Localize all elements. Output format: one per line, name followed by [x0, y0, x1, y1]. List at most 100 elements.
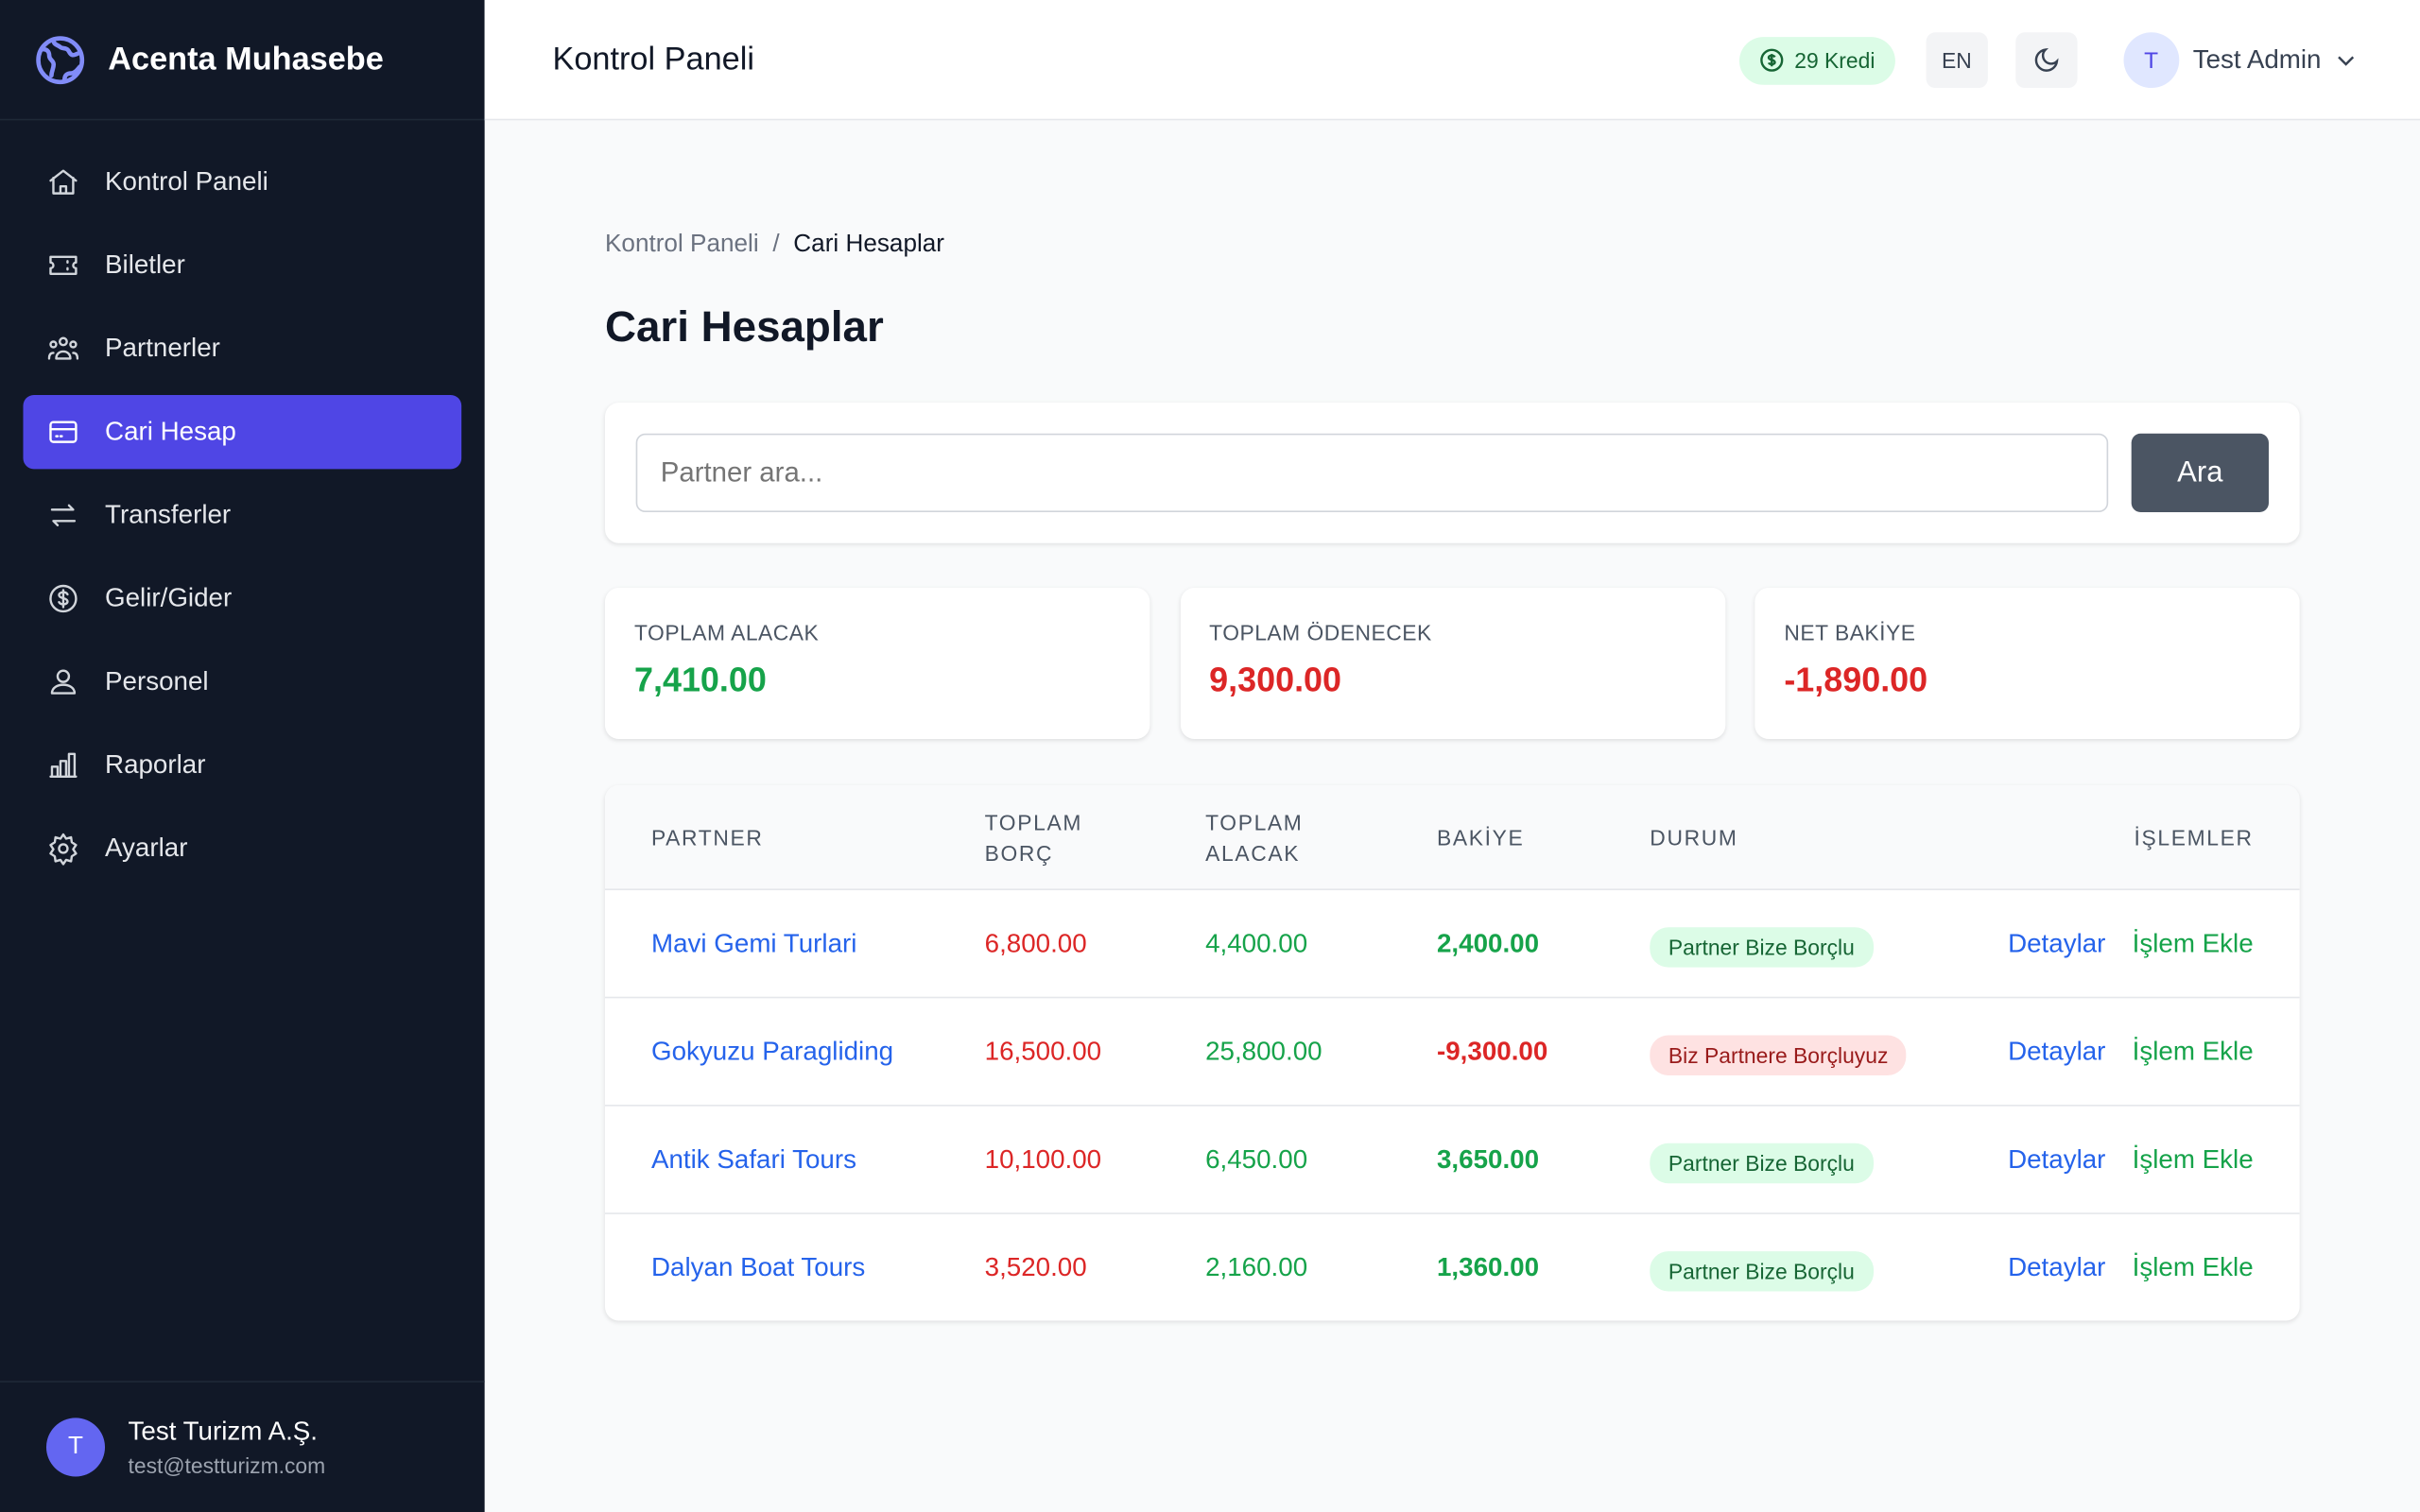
user-icon — [50, 669, 77, 695]
sidebar-item-label: Ayarlar — [105, 833, 188, 863]
credit-badge[interactable]: 29 Kredi — [1738, 36, 1895, 84]
search-card: Ara — [604, 403, 2300, 543]
globe-icon — [36, 35, 85, 84]
total-receivable: 25,800.00 — [1205, 1036, 1322, 1066]
sidebar-item-personel[interactable]: Personel — [23, 644, 461, 718]
sidebar-item-label: Biletler — [105, 249, 185, 280]
sidebar-item-label: Gelir/Gider — [105, 583, 233, 613]
add-transaction-link[interactable]: İşlem Ekle — [2132, 928, 2254, 958]
sidebar-user[interactable]: T Test Turizm A.Ş. test@testturizm.com — [0, 1381, 485, 1512]
breadcrumb-current: Cari Hesaplar — [793, 231, 945, 258]
col-balance: BAKİYE — [1436, 824, 1525, 850]
chevron-down-icon — [2338, 56, 2355, 66]
partner-search-input[interactable] — [635, 433, 2109, 513]
sidebar-item-label: Transferler — [105, 499, 232, 529]
stat-card: TOPLAM ÖDENECEK 9,300.00 — [1180, 588, 1725, 740]
credit-count: 29 Kredi — [1794, 47, 1876, 73]
sidebar-item-gelir-gider[interactable]: Gelir/Gider — [23, 561, 461, 635]
partner-link[interactable]: Antik Safari Tours — [650, 1143, 856, 1174]
sidebar-item-label: Kontrol Paneli — [105, 166, 268, 197]
stat-card: NET BAKİYE -1,890.00 — [1754, 588, 2300, 740]
app-name: Acenta Muhasebe — [108, 41, 384, 77]
language-button[interactable]: EN — [1926, 32, 1988, 89]
arrows-icon — [50, 504, 77, 526]
users-icon — [47, 336, 79, 360]
dark-mode-button[interactable] — [2014, 32, 2078, 89]
partner-table: PARTNER TOPLAM BORÇ TOPLAM ALACAK BAKİYE… — [604, 785, 2300, 1321]
stat-card: TOPLAM ALACAK 7,410.00 — [604, 588, 1150, 740]
dollar-icon — [1759, 48, 1783, 72]
logo[interactable]: Acenta Muhasebe — [0, 0, 485, 121]
balance: 1,360.00 — [1436, 1252, 1540, 1282]
col-actions: İŞLEMLER — [2134, 824, 2254, 850]
breadcrumb-separator: / — [772, 231, 780, 258]
partner-link[interactable]: Dalyan Boat Tours — [650, 1252, 866, 1282]
table-row: Antik Safari Tours 10,100.00 6,450.00 3,… — [604, 1107, 2300, 1214]
stat-label: TOPLAM ALACAK — [634, 620, 820, 645]
stat-label: NET BAKİYE — [1784, 620, 1916, 645]
dollar-icon — [49, 584, 78, 613]
home-icon — [49, 169, 78, 195]
details-link[interactable]: Detaylar — [2008, 928, 2106, 958]
total-debt: 6,800.00 — [984, 928, 1087, 958]
sidebar: Acenta Muhasebe Kontrol Paneli Biletler Pa… — [0, 0, 485, 1512]
table-row: Mavi Gemi Turlari 6,800.00 4,400.00 2,40… — [604, 890, 2300, 999]
table-row: Gokyuzu Paragliding 16,500.00 25,800.00 … — [604, 998, 2300, 1107]
sidebar-item-kontrol-paneli[interactable]: Kontrol Paneli — [23, 145, 461, 218]
stat-value: -1,890.00 — [1784, 660, 1928, 699]
total-receivable: 4,400.00 — [1205, 928, 1308, 958]
add-transaction-link[interactable]: İşlem Ekle — [2132, 1036, 2254, 1066]
table-header: PARTNER TOPLAM BORÇ TOPLAM ALACAK BAKİYE… — [604, 785, 2300, 891]
sidebar-item-label: Raporlar — [105, 749, 206, 780]
add-transaction-link[interactable]: İşlem Ekle — [2132, 1143, 2254, 1174]
avatar: T — [45, 1418, 106, 1477]
status-badge: Partner Bize Borçlu — [1650, 1142, 1874, 1183]
sidebar-item-raporlar[interactable]: Raporlar — [23, 729, 461, 802]
table-row: Dalyan Boat Tours 3,520.00 2,160.00 1,36… — [605, 1214, 2300, 1321]
details-link[interactable]: Detaylar — [2008, 1143, 2106, 1174]
total-receivable: 2,160.00 — [1205, 1252, 1308, 1282]
credit-card-icon — [49, 421, 78, 443]
balance: 3,650.00 — [1436, 1143, 1540, 1174]
stat-value: 9,300.00 — [1209, 660, 1342, 699]
page-title: Cari Hesaplar — [604, 301, 884, 351]
details-link[interactable]: Detaylar — [2008, 1252, 2106, 1282]
user-name: Test Admin — [2192, 44, 2322, 75]
total-receivable: 6,450.00 — [1205, 1143, 1308, 1174]
header-title: Kontrol Paneli — [552, 41, 754, 77]
user-email: test@testturizm.com — [128, 1452, 326, 1479]
sidebar-item-transferler[interactable]: Transferler — [23, 478, 461, 552]
stat-value: 7,410.00 — [634, 660, 767, 699]
user-avatar: T — [2123, 32, 2180, 89]
sidebar-item-ayarlar[interactable]: Ayarlar — [23, 812, 461, 885]
col-partner: PARTNER — [650, 824, 764, 850]
status-badge: Biz Partnere Borçluyuz — [1650, 1034, 1907, 1075]
col-status: DURUM — [1650, 824, 1738, 850]
balance: 2,400.00 — [1436, 928, 1540, 958]
add-transaction-link[interactable]: İşlem Ekle — [2132, 1252, 2254, 1282]
sidebar-nav: Kontrol Paneli Biletler Partnerler Cari Hes… — [0, 120, 485, 885]
balance: -9,300.00 — [1436, 1036, 1548, 1066]
chart-icon — [49, 752, 78, 778]
top-header: Kontrol Paneli 29 Kredi EN T Test Admin — [484, 0, 2420, 121]
details-link[interactable]: Detaylar — [2008, 1036, 2106, 1066]
sidebar-item-cari-hesap[interactable]: Cari Hesap — [23, 394, 462, 470]
sidebar-item-label: Partnerler — [105, 333, 220, 363]
moon-icon — [2034, 48, 2059, 72]
sidebar-item-label: Personel — [105, 666, 209, 696]
user-menu[interactable]: T Test Admin — [2105, 32, 2359, 89]
sidebar-item-biletler[interactable]: Biletler — [23, 229, 461, 302]
col-total-receivable: TOPLAM ALACAK — [1205, 809, 1304, 866]
sidebar-item-partnerler[interactable]: Partnerler — [23, 312, 461, 386]
breadcrumb: Kontrol Paneli / Cari Hesaplar — [605, 232, 944, 259]
partner-link[interactable]: Gokyuzu Paragliding — [650, 1036, 894, 1066]
company-name: Test Turizm A.Ş. — [128, 1416, 319, 1446]
breadcrumb-home[interactable]: Kontrol Paneli — [604, 231, 759, 258]
search-button[interactable]: Ara — [2131, 433, 2269, 513]
gear-icon — [49, 833, 78, 866]
partner-link[interactable]: Mavi Gemi Turlari — [650, 928, 857, 958]
sidebar-item-label: Cari Hesap — [105, 416, 236, 446]
status-badge: Partner Bize Borçlu — [1650, 926, 1874, 967]
total-debt: 3,520.00 — [984, 1252, 1087, 1282]
status-badge: Partner Bize Borçlu — [1650, 1251, 1874, 1292]
